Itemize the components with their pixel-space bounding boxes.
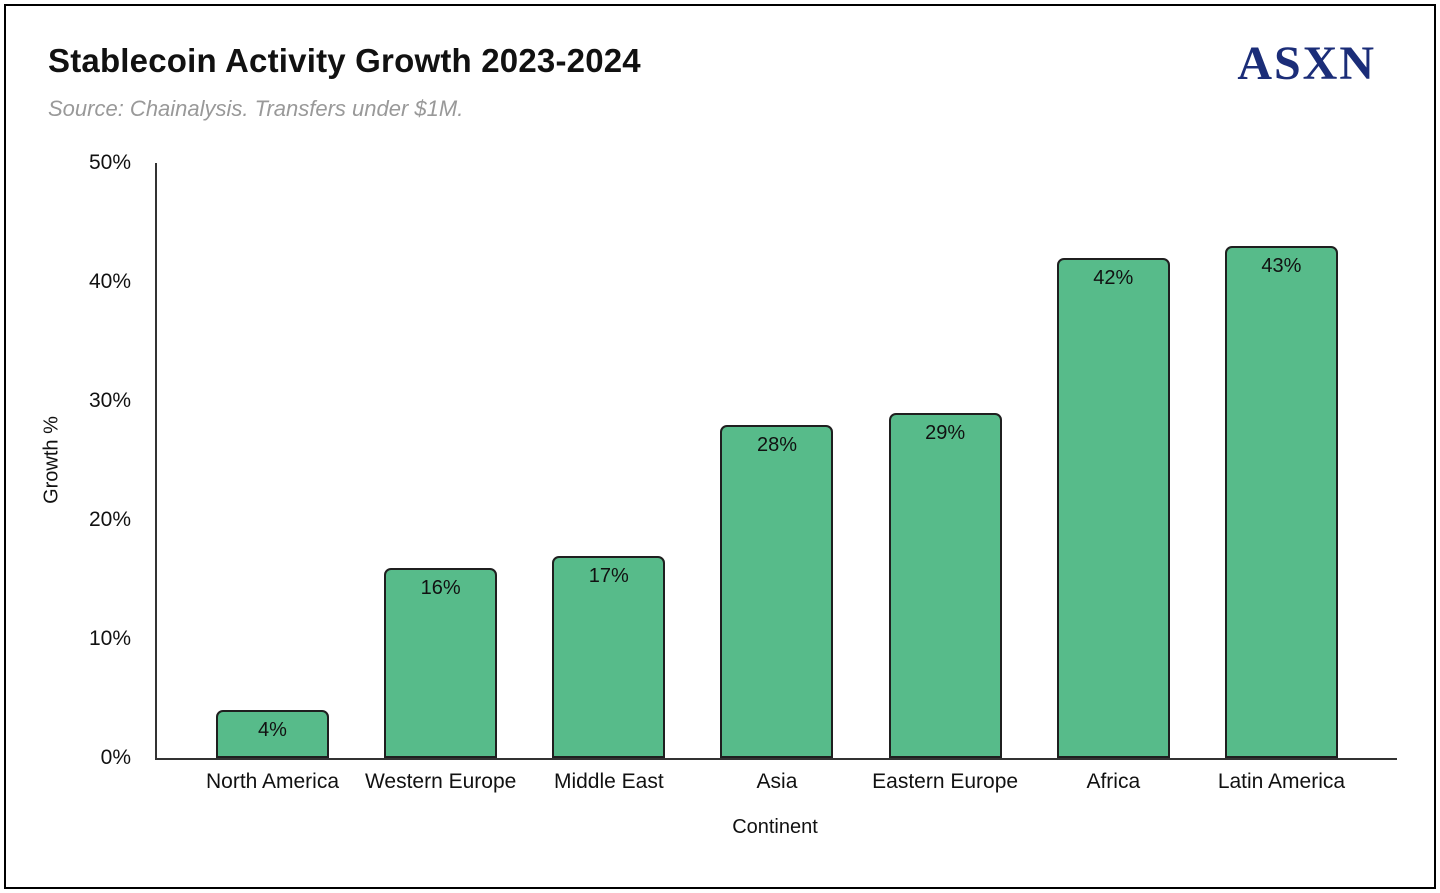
x-category-label: Africa [1086,770,1141,793]
bar-value-label: 28% [756,433,797,456]
bar-slot-middle-east: 17% Middle East [552,163,666,793]
bar-value-label: 42% [1093,267,1134,290]
bar-north-america: 4% [216,710,329,758]
bar-africa: 42% [1056,258,1170,758]
bar-slot-africa: 42% Africa [1056,163,1170,793]
bar-slot-asia: 28% Asia [720,163,834,793]
chart-title: Stablecoin Activity Growth 2023-2024 [48,42,641,79]
x-axis-title: Continent [732,816,818,838]
y-tick-label: 50% [88,151,131,174]
bar-slot-eastern-europe: 29% Eastern Europe [872,163,1018,793]
chart-source-subtitle: Source: Chainalysis. Transfers under $1M… [48,96,464,121]
bar-asia: 28% [720,424,834,758]
bar-latin-america: 43% [1224,246,1338,758]
x-category-label: Latin America [1217,770,1346,793]
y-axis-ticks: 0% 10% 20% 30% 40% 50% [6,151,143,769]
y-axis-title: Growth % [40,416,63,504]
asxn-logo: ASXN [1237,37,1376,90]
bar-value-label: 17% [588,564,629,587]
bar-slot-western-europe: 16% Western Europe [365,163,516,793]
y-tick-label: 30% [88,389,131,412]
bar-western-europe: 16% [384,567,498,758]
bar-value-label: 29% [925,421,966,444]
x-category-label: Middle East [553,770,664,793]
y-tick-label: 20% [88,508,131,531]
bar-slot-north-america: 4% North America [206,163,339,793]
image-frame-border: Stablecoin Activity Growth 2023-2024 Sou… [4,4,1436,889]
bar-value-label: 16% [420,576,461,599]
plot-area: 4% North America 16% Western Europe 17% Middl… [155,163,1397,793]
bar-slot-latin-america: 43% Latin America [1218,163,1345,793]
y-tick-label: 40% [88,270,131,293]
x-category-label: Western Europe [364,770,517,793]
y-tick-label: 0% [100,746,131,769]
y-tick-label: 10% [88,627,131,650]
bar-value-label: 4% [258,719,287,742]
bar-value-label: 43% [1261,255,1302,278]
x-category-label: Asia [756,770,798,793]
x-category-label: North America [205,770,340,793]
x-category-label: Eastern Europe [872,770,1019,793]
bar-eastern-europe: 29% [888,412,1002,758]
bar-middle-east: 17% [552,555,666,758]
bars-container: 4% North America 16% Western Europe 17% Middl… [157,163,1397,793]
